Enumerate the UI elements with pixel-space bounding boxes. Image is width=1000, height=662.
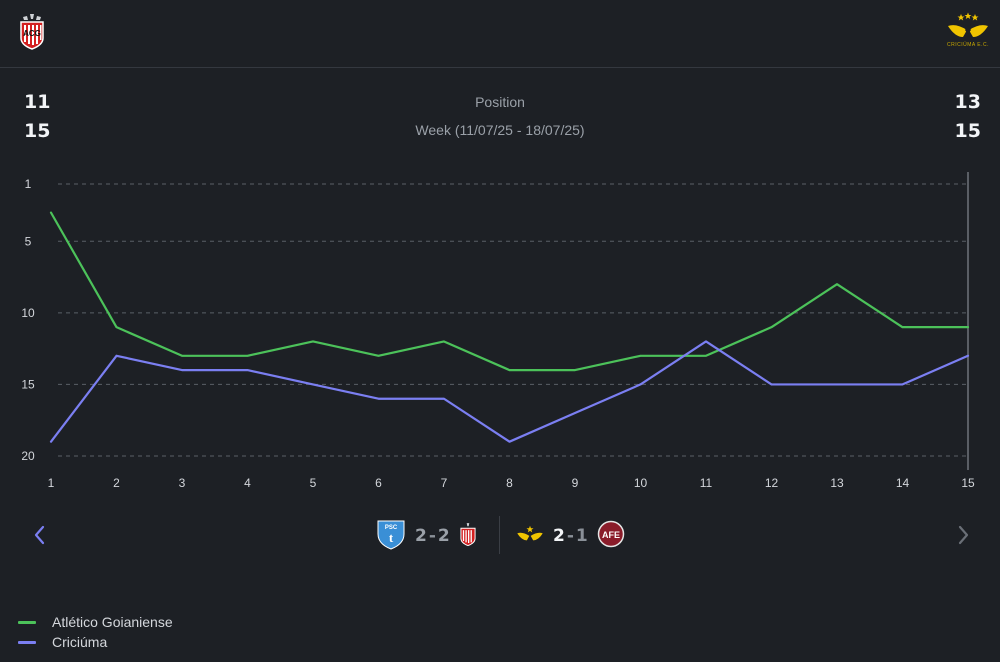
x-tick-label-3: 3: [179, 476, 186, 490]
x-tick-label-1: 1: [48, 476, 55, 490]
home-week-position: 15: [24, 120, 51, 142]
home-team-match[interactable]: PSC t 2-2: [376, 520, 477, 552]
away-match-score: 2-1: [553, 526, 588, 546]
chevron-right-icon: [958, 525, 969, 545]
series-line-home[interactable]: [49, 211, 970, 372]
criciuma-crest-icon[interactable]: [946, 12, 990, 48]
next-week-button[interactable]: [953, 522, 973, 548]
x-tick-label-11: 11: [700, 476, 713, 490]
legend-item-away[interactable]: Criciúma: [18, 632, 173, 652]
y-tick-label-10: 10: [21, 306, 35, 320]
criciuma-crest-subtext: CRICIÚMA E.C.: [946, 42, 990, 48]
away-match-home-score: 2: [553, 526, 565, 546]
svg-text:t: t: [389, 530, 394, 545]
x-tick-label-4: 4: [244, 476, 251, 490]
x-tick-label-5: 5: [310, 476, 317, 490]
atletico-goianiense-crest-icon[interactable]: ACG: [18, 12, 46, 50]
series-line-away[interactable]: [49, 340, 970, 443]
criciuma-crest-icon: [516, 524, 544, 549]
away-match-away-score: 1: [575, 526, 588, 546]
x-tick-label-12: 12: [765, 476, 779, 490]
legend-item-home[interactable]: Atlético Goianiense: [18, 612, 173, 632]
svg-text:PSC: PSC: [385, 525, 398, 531]
away-match-separator: -: [566, 526, 574, 546]
legend-swatch-away: [18, 640, 36, 644]
atletico-goianiense-crest-icon: [459, 521, 477, 552]
away-week-position: 15: [954, 120, 981, 142]
chevron-left-icon: [34, 525, 45, 545]
x-tick-label-14: 14: [896, 476, 910, 490]
week-label: Week (11/07/25 - 18/07/25): [415, 122, 585, 138]
y-tick-label-5: 5: [25, 234, 32, 248]
home-match-home-score: 2: [415, 526, 427, 546]
chart-title: Position: [475, 94, 525, 110]
x-tick-label-13: 13: [830, 476, 844, 490]
match-divider: [499, 516, 500, 554]
x-tick-label-8: 8: [506, 476, 513, 490]
ferroviaria-crest-icon: AFE: [597, 520, 625, 553]
legend-label-home: Atlético Goianiense: [52, 614, 173, 630]
y-tick-label-1: 1: [25, 177, 32, 191]
legend-swatch-home: [18, 620, 36, 624]
header: ACG CRICIÚMA E.C.: [0, 0, 1000, 68]
x-tick-label-2: 2: [113, 476, 120, 490]
home-match-away-score: 2: [437, 526, 450, 546]
chart-legend: Atlético Goianiense Criciúma: [18, 612, 173, 652]
away-team-match[interactable]: 2-1 AFE: [516, 520, 625, 552]
x-tick-label-15: 15: [961, 476, 975, 490]
prev-week-button[interactable]: [30, 522, 50, 548]
home-match-separator: -: [428, 526, 436, 546]
x-tick-label-7: 7: [441, 476, 448, 490]
x-tick-label-6: 6: [375, 476, 382, 490]
svg-text:AFE: AFE: [602, 530, 620, 540]
y-tick-label-20: 20: [21, 449, 35, 463]
x-tick-label-9: 9: [572, 476, 579, 490]
away-position: 13: [954, 91, 981, 113]
home-position: 11: [24, 91, 51, 113]
svg-text:ACG: ACG: [23, 29, 41, 38]
legend-label-away: Criciúma: [52, 634, 108, 650]
paysandu-crest-icon: PSC t: [376, 518, 406, 555]
y-tick-label-15: 15: [21, 377, 35, 391]
home-match-score: 2-2: [415, 526, 450, 546]
x-tick-label-10: 10: [634, 476, 648, 490]
